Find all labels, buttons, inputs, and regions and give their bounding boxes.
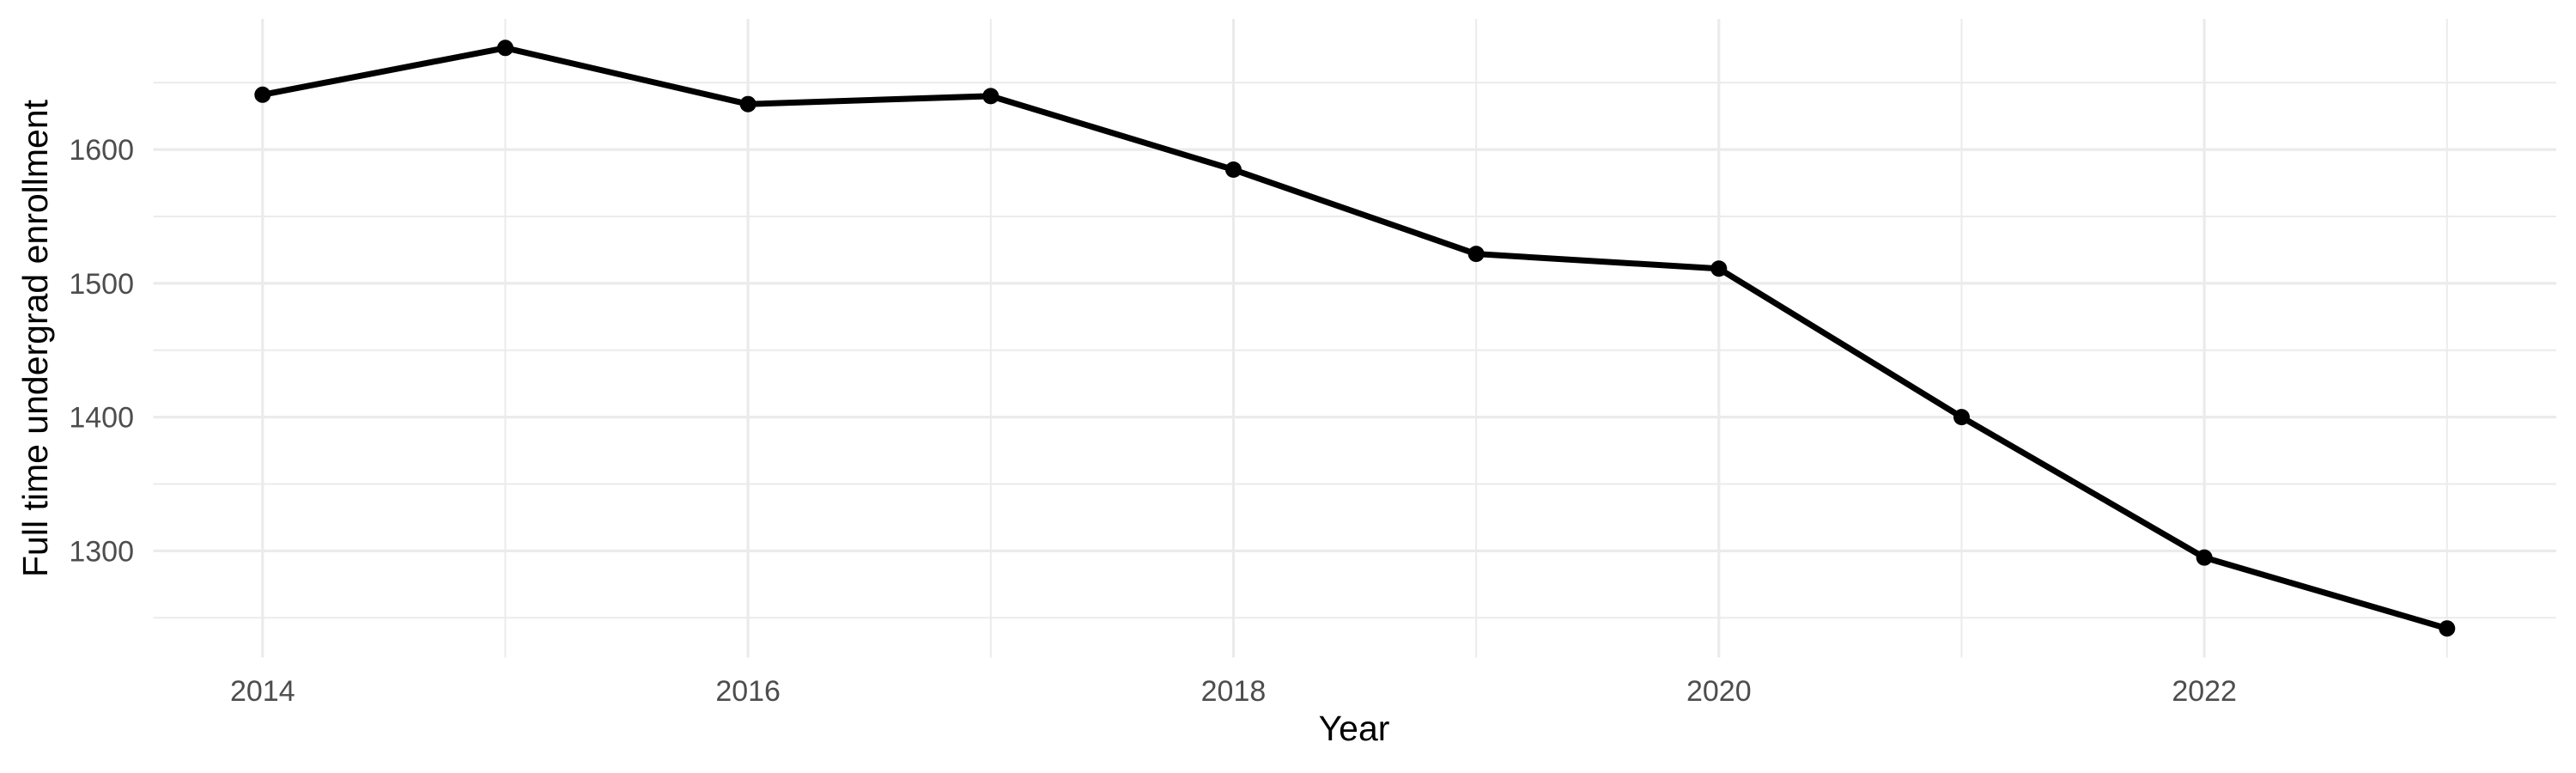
data-point-2022 (2196, 549, 2213, 566)
data-point-2016 (739, 95, 756, 113)
x-tick-label-2020: 2020 (1686, 675, 1752, 708)
data-point-2023 (2439, 620, 2456, 637)
data-point-2019 (1467, 246, 1485, 263)
x-tick-label-2014: 2014 (230, 675, 295, 708)
x-tick-label-2018: 2018 (1201, 675, 1267, 708)
data-point-2017 (982, 88, 999, 105)
x-tick-label-2016: 2016 (715, 675, 781, 708)
enrollment-line (262, 45, 2448, 632)
x-axis-title: Year (1319, 709, 1390, 748)
data-point-2014 (254, 86, 271, 103)
y-tick-label-1400: 1400 (69, 402, 134, 435)
data-point-2021 (1953, 409, 1970, 426)
y-axis-tick-labels: 1300 1400 1500 1600 (69, 134, 134, 568)
y-axis-title: Full time undergrad enrollment (15, 99, 55, 577)
y-tick-label-1300: 1300 (69, 535, 134, 568)
y-tick-label-1600: 1600 (69, 134, 134, 167)
x-tick-label-2022: 2022 (2172, 675, 2237, 708)
x-axis-tick-labels: 2014 2016 2018 2020 2022 (230, 675, 2237, 708)
major-gridlines (153, 19, 2556, 658)
data-point-2018 (1224, 161, 1242, 179)
enrollment-line-series (254, 40, 2456, 637)
data-point-2015 (496, 40, 513, 57)
data-point-2020 (1710, 260, 1728, 277)
y-tick-label-1500: 1500 (69, 268, 134, 301)
minor-gridlines (153, 19, 2556, 658)
